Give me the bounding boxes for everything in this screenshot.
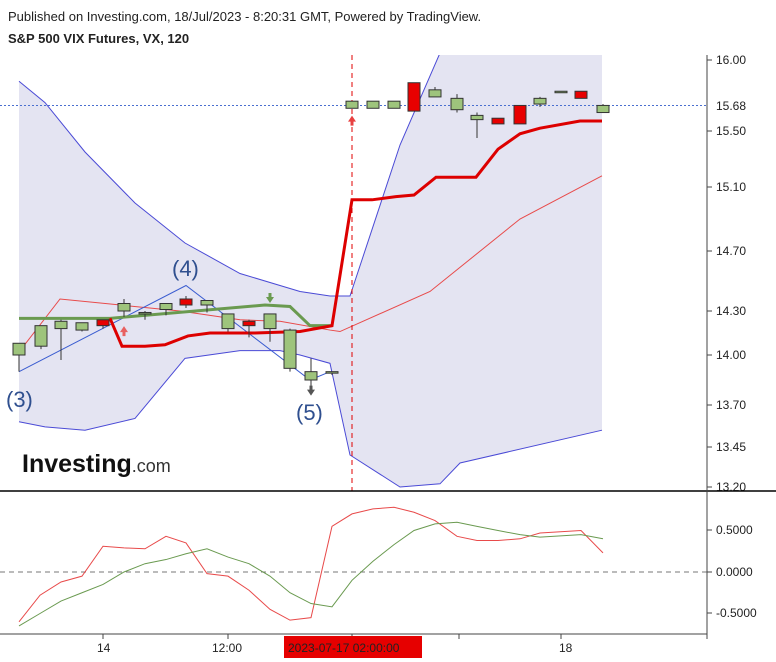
candle-body[interactable]: [12, 342, 26, 356]
signal-arrow-icon: [307, 385, 315, 396]
axes: 16.00 15.50 15.10 14.70 14.30 14.00 13.70 13.45…: [102, 53, 757, 639]
candle-body[interactable]: [200, 300, 214, 306]
candle-body[interactable]: [221, 313, 235, 330]
candle-body[interactable]: [366, 100, 380, 109]
tenkan-line: [19, 303, 332, 328]
price-tick-label: 15.10: [716, 180, 746, 194]
oscillator-pane[interactable]: [0, 506, 707, 627]
candle-body[interactable]: [159, 303, 173, 310]
price-tick-label: 14.00: [716, 348, 746, 362]
price-tick-label: 13.70: [716, 398, 746, 412]
current-price-label: 15.68: [716, 99, 746, 113]
osc-tick-label: 0.5000: [716, 523, 753, 537]
candle-body[interactable]: [554, 90, 568, 94]
candle-body[interactable]: [428, 89, 442, 98]
x-tick-14: 14: [97, 641, 111, 655]
candle-body[interactable]: [34, 325, 48, 347]
price-tick-label: 14.30: [716, 304, 746, 318]
candle-body[interactable]: [470, 114, 484, 121]
osc-tick-label: 0.0000: [716, 565, 753, 579]
price-tick-label: 16.00: [716, 53, 746, 67]
candle-body[interactable]: [54, 320, 68, 330]
candle-body[interactable]: [574, 90, 588, 99]
candle-body[interactable]: [450, 97, 464, 111]
time-cursor-label-bg: [284, 636, 422, 658]
candle-body[interactable]: [513, 104, 527, 125]
signal-arrow-icon: [120, 326, 128, 337]
candle-body[interactable]: [596, 104, 610, 114]
chart-title: S&P 500 VIX Futures, VX, 120: [8, 31, 190, 46]
candle-body[interactable]: [283, 329, 297, 369]
kijun-line: [108, 119, 602, 348]
candle-body[interactable]: [263, 313, 277, 330]
price-tick-label: 15.50: [716, 124, 746, 138]
price-tick-label: 14.70: [716, 244, 746, 258]
candle-body[interactable]: [138, 311, 152, 315]
main-clipped-group: [0, 55, 707, 491]
candle-body[interactable]: [117, 303, 131, 312]
osc-slow-line: [18, 521, 604, 627]
candle-body[interactable]: [325, 371, 339, 374]
bollinger-band-area: [19, 55, 602, 487]
x-tick-18: 18: [559, 641, 573, 655]
published-line: Published on Investing.com, 18/Jul/2023 …: [8, 9, 482, 24]
candle-body[interactable]: [345, 100, 359, 109]
wave-label-4: (4): [172, 256, 199, 281]
candle-body[interactable]: [407, 82, 421, 112]
candle-body[interactable]: [533, 97, 547, 105]
osc-tick-label: -0.5000: [716, 606, 757, 620]
wave-label-5: (5): [296, 400, 323, 425]
candle-body[interactable]: [304, 371, 318, 381]
candle-body[interactable]: [491, 117, 505, 125]
signal-arrow-icon: [266, 293, 274, 303]
price-tick-label: 13.45: [716, 440, 746, 454]
main-price-pane[interactable]: [0, 53, 707, 491]
candle-body[interactable]: [179, 298, 193, 306]
x-tick-1200: 12:00: [212, 641, 242, 655]
candle-body[interactable]: [387, 100, 401, 109]
wave-label-3: (3): [6, 387, 33, 412]
current-price-label-bg: [709, 96, 759, 114]
candle-body[interactable]: [75, 322, 89, 331]
candle-body[interactable]: [242, 320, 256, 327]
candle-body[interactable]: [96, 319, 110, 327]
signal-arrow-icon: [348, 115, 356, 126]
investing-logo: Investing.com: [22, 450, 171, 478]
band-upper-line: [18, 55, 440, 297]
price-tick-label: 13.20: [716, 480, 746, 494]
osc-fast-line: [18, 506, 604, 623]
time-cursor-label: 2023-07-17 02:00:00: [288, 641, 400, 655]
